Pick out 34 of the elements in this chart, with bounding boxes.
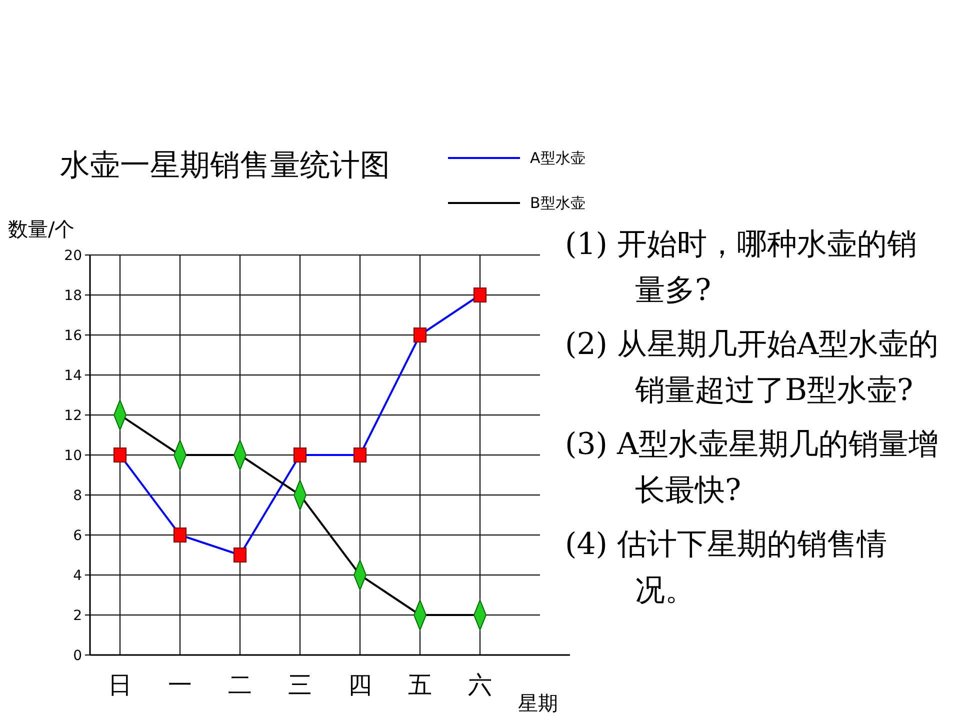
y-tick-label: 16 (64, 328, 82, 344)
x-tick-label: 四 (348, 671, 372, 699)
y-tick-label: 20 (64, 248, 82, 264)
point (234, 548, 246, 562)
y-tick-label: 18 (64, 288, 82, 304)
legend-label: A型水壶 (530, 149, 586, 167)
point (474, 288, 486, 302)
y-tick-label: 2 (73, 608, 82, 624)
text: (4) 估计下星期的销售情况。 (565, 526, 888, 610)
x-tick-label: 六 (468, 671, 492, 699)
x-tick-label: 日 (108, 671, 132, 699)
y-tick-label: 8 (73, 488, 82, 504)
y-tick-label: 4 (73, 568, 82, 584)
text: (1) 开始时，哪种水壶的销量多? (565, 226, 918, 310)
x-axis-title: 星期 (518, 691, 558, 715)
x-tick-label: 三 (288, 671, 312, 699)
legend-label: B型水壶 (530, 194, 586, 212)
y-tick-label: 10 (64, 448, 82, 464)
y-tick-label: 12 (64, 408, 82, 424)
text: (2) 从星期几开始A型水壶的销量超过了B型水壶? (565, 326, 940, 410)
x-tick-label: 五 (408, 671, 432, 699)
point (114, 448, 126, 462)
chart-title: 水壶一星期销售量统计图 (60, 148, 390, 183)
text: (3) A型水壶星期几的销量增长最快? (565, 426, 940, 510)
y-tick-label: 14 (64, 368, 82, 384)
point (354, 448, 366, 462)
x-tick-label: 一 (168, 671, 192, 699)
y-tick-label: 0 (73, 648, 82, 664)
point (174, 528, 186, 542)
point (294, 448, 306, 462)
y-tick-label: 6 (73, 528, 82, 544)
point (414, 328, 426, 342)
y-axis-title: 数量/个 (8, 217, 75, 241)
x-tick-label: 二 (228, 671, 252, 699)
